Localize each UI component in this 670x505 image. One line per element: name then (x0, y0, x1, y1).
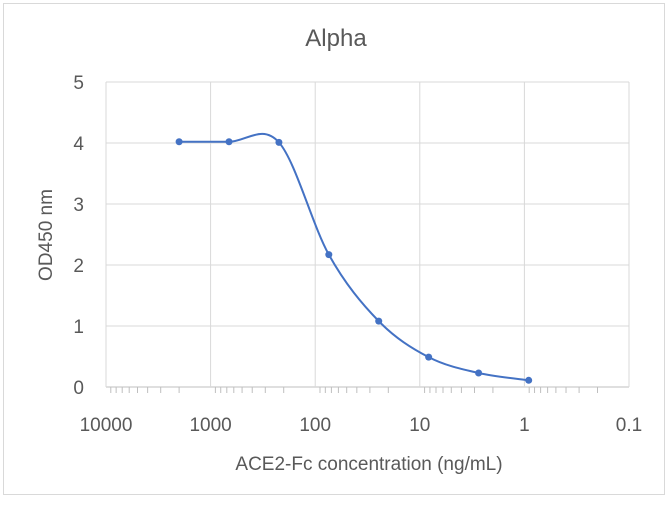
series-line (179, 132, 529, 382)
x-tick-label: 10000 (80, 415, 133, 436)
x-tick-label: 0.1 (616, 415, 642, 436)
y-tick-label: 0 (73, 378, 84, 399)
data-point (475, 369, 483, 377)
y-tick-label: 1 (73, 317, 84, 338)
data-point (275, 138, 283, 146)
x-tick-label: 1 (519, 415, 530, 436)
data-point (225, 138, 233, 146)
y-tick-label: 5 (73, 73, 84, 94)
y-tick-label: 3 (73, 195, 84, 216)
tick-labels: 0 1 2 3 4 5 10000 1000 100 10 1 0.1 (73, 73, 642, 436)
data-point (525, 376, 533, 384)
x-axis-label: ACE2-Fc concentration (ng/mL) (235, 454, 502, 475)
data-point (375, 317, 383, 325)
data-point (425, 353, 433, 361)
chart-title: Alpha (305, 25, 367, 52)
x-tick-label: 1000 (189, 415, 231, 436)
gridlines (105, 81, 630, 393)
data-point (175, 138, 183, 146)
y-tick-label: 4 (73, 134, 84, 155)
y-tick-label: 2 (73, 256, 84, 277)
chart-frame (3, 3, 665, 495)
x-tick-label: 100 (299, 415, 331, 436)
x-tick-label: 10 (409, 415, 430, 436)
y-axis-label: OD450 nm (36, 189, 57, 281)
series (175, 132, 533, 384)
data-point (325, 251, 333, 259)
